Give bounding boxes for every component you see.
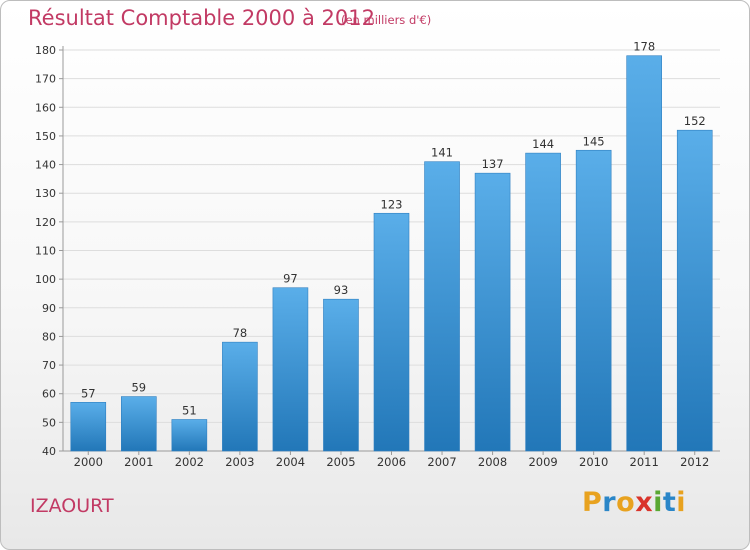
y-tick-label: 140 [35,159,56,172]
data-label-2000: 57 [81,386,96,400]
data-label-2009: 144 [532,137,554,151]
chart-subtitle: (en milliers d'€) [341,13,432,27]
x-tick-label-2004: 2004 [276,455,305,469]
data-label-2008: 137 [482,157,504,171]
x-tick-label-2002: 2002 [175,455,204,469]
data-labels: 57 59 51 78 97 93 123 141 137 144 145 178 152 [81,40,706,418]
y-tick-label: 130 [35,187,56,200]
x-tick-label-2000: 2000 [74,455,103,469]
y-tick-label: 90 [42,302,56,315]
data-label-2003: 78 [233,326,248,340]
chart-title: Résultat Comptable 2000 à 2012 [28,6,375,30]
data-label-2004: 97 [283,272,298,286]
bar-2003 [222,341,258,452]
proxiti-logo: Proxiti [582,487,686,518]
bars [70,55,713,452]
data-label-2002: 51 [182,403,197,417]
x-tick-label-2011: 2011 [630,455,659,469]
y-tick-label: 160 [35,101,56,114]
x-tick-label-2006: 2006 [377,455,406,469]
y-tick-label: 70 [42,359,56,372]
bar-2005 [323,298,359,452]
x-tick-label-2007: 2007 [427,455,456,469]
data-label-2005: 93 [334,283,349,297]
data-label-2011: 178 [633,40,655,54]
logo-letter: o [616,487,636,518]
logo-letter: i [676,487,687,518]
logo-letter: x [635,487,654,518]
x-tick-label-2009: 2009 [528,455,557,469]
bar-2008 [474,172,511,452]
x-tick-label-2005: 2005 [326,455,355,469]
logo-letter: i [653,487,663,518]
bar-2004 [272,287,309,452]
y-tick-label: 80 [42,330,56,343]
logo-letter: r [602,487,617,518]
y-tick-label: 100 [35,273,56,286]
y-tick-label: 120 [35,216,56,229]
data-label-2010: 145 [583,134,605,148]
y-tick-label: 50 [42,416,56,429]
y-tick-labels: 40 50 60 70 80 90 100 110 120 130 140 150 160 170 180 [35,44,63,458]
bar-2006 [373,212,410,452]
x-tick-label-2001: 2001 [124,455,153,469]
y-tick-label: 170 [35,73,56,86]
data-label-2012: 152 [684,114,706,128]
y-tick-label: 40 [42,445,56,458]
y-tick-label: 110 [35,245,56,258]
x-tick-labels: 2000 2001 2002 2003 2004 2005 2006 2007 2008 2009… [74,451,709,469]
logo-letter: t [662,487,677,518]
x-tick-label-2003: 2003 [225,455,254,469]
bar-2001 [121,396,157,452]
x-tick-label-2010: 2010 [579,455,608,469]
bar-2007 [424,161,460,452]
y-tick-label: 180 [35,44,56,57]
y-tick-label: 150 [35,130,56,143]
data-label-2001: 59 [131,381,146,395]
data-label-2006: 123 [381,197,403,211]
x-tick-label-2012: 2012 [680,455,709,469]
bar-2012 [676,129,713,452]
bar-2011 [626,55,662,452]
bar-2002 [171,419,208,452]
bar-2009 [525,152,561,452]
bar-2010 [575,149,612,452]
data-label-2007: 141 [431,146,453,160]
x-tick-label-2008: 2008 [478,455,507,469]
place-name: IZAOURT [30,495,114,517]
y-tick-label: 60 [42,388,56,401]
logo-letter: P [582,487,603,518]
bar-2000 [70,402,107,452]
